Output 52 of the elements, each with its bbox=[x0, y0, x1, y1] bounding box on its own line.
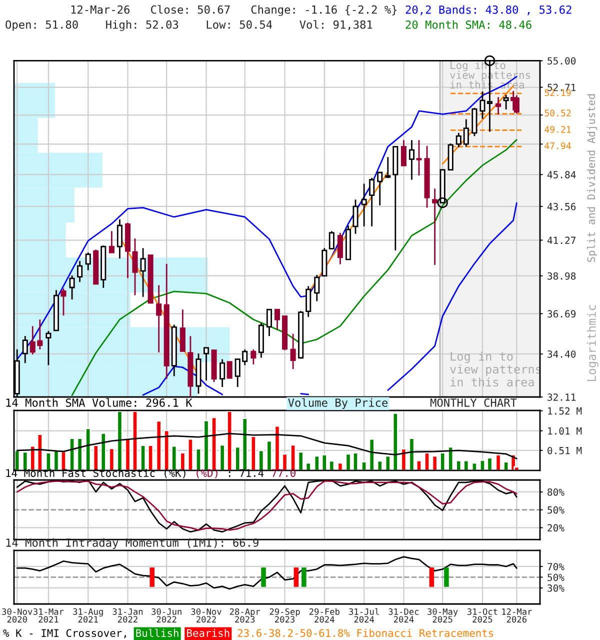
x-tick-label: 31-Mar 2021 bbox=[33, 608, 64, 623]
y-tick-label: 80% bbox=[548, 488, 564, 496]
text: MONTHLY CHART bbox=[430, 398, 517, 407]
x-tick-label: 31-Jan 2022 bbox=[112, 608, 143, 623]
y-tick-label: 30% bbox=[548, 584, 564, 592]
y-tick-label: 0.51 M bbox=[548, 446, 582, 454]
text: 23.6-38.2-50-61.8% Fibonacci Retracements bbox=[238, 628, 494, 637]
y-axis-title: Split and Dividend Adjusted bbox=[587, 94, 598, 262]
x-tick-label: 28-Apr 2023 bbox=[230, 608, 260, 623]
chart-title: 14 Month Intraday Momentum (IMI): 66.9 bbox=[6, 538, 258, 549]
y-tick-label: 43.56 bbox=[547, 202, 576, 210]
chart-subtitle: Open: 51.80 High: 52.03 Low: 50.54 Vol: 91,381 bbox=[6, 20, 372, 31]
chart-title: 12-Mar-26 Close: 50.67 Change: -1.16 {-2.2 %} bbox=[71, 5, 397, 16]
text: Bearish bbox=[187, 628, 230, 637]
y-tick-label: 52.71 bbox=[548, 84, 576, 92]
x-tick-label: 31-Oct 2025 bbox=[468, 608, 498, 623]
y-tick-label: 50% bbox=[548, 506, 564, 514]
x-tick-label: 30-Jun 2022 bbox=[152, 608, 182, 623]
y-tick-label: 1.52 M bbox=[548, 407, 582, 415]
x-tick-label: 30-Nov 2020 bbox=[2, 608, 32, 623]
text: 20,2 Bands: 43.80 , 53.62 bbox=[406, 5, 572, 16]
x-tick-label: 29-Feb 2024 bbox=[310, 608, 340, 623]
text: 14 Month SMA Volume: 296.1 K bbox=[6, 398, 192, 407]
y-tick-label: 70% bbox=[548, 562, 564, 570]
y-tick-label: 38.98 bbox=[548, 272, 576, 280]
y-tick-label: 41.27 bbox=[547, 236, 576, 244]
text: Logarithmic bbox=[586, 305, 598, 382]
x-tick-label: 31-Jul 2024 bbox=[349, 608, 379, 623]
text: 20 Month SMA: 48.46 bbox=[406, 20, 532, 29]
x-tick-label: 31-Dec 2024 bbox=[388, 608, 419, 623]
x-tick-label: 12-Mar 2026 bbox=[502, 608, 532, 623]
ref-line-label: 47.94 bbox=[544, 142, 571, 150]
y-tick-label: 32.11 bbox=[548, 394, 576, 401]
text: % K - IMI Crossover, bbox=[3, 629, 126, 638]
y-tick-label: 1.01 M bbox=[548, 427, 582, 435]
ref-line-label: 52.19 bbox=[544, 89, 571, 96]
y-tick-label: 55.00 bbox=[548, 57, 576, 65]
y-tick-label: 34.40 bbox=[548, 350, 576, 358]
y-tick-label: 45.84 bbox=[547, 171, 576, 178]
text: Volume By Price bbox=[288, 398, 388, 409]
ref-line-label: 49.21 bbox=[544, 126, 571, 133]
ref-line-label: 50.52 bbox=[544, 110, 571, 116]
x-tick-label: 29-Sep 2023 bbox=[270, 608, 300, 623]
y-tick-label: 36.69 bbox=[548, 310, 576, 318]
annotation: 77.0 bbox=[272, 469, 296, 477]
text: Bullish bbox=[136, 628, 178, 637]
x-tick-label: 30-Nov 2022 bbox=[191, 608, 222, 623]
y-tick-label: 20% bbox=[548, 524, 564, 532]
x-tick-label: 30-May 2025 bbox=[428, 608, 458, 623]
x-tick-label: 31-Aug 2021 bbox=[73, 608, 103, 623]
y-tick-label: 50% bbox=[548, 574, 564, 582]
text: (%D) bbox=[196, 468, 218, 478]
